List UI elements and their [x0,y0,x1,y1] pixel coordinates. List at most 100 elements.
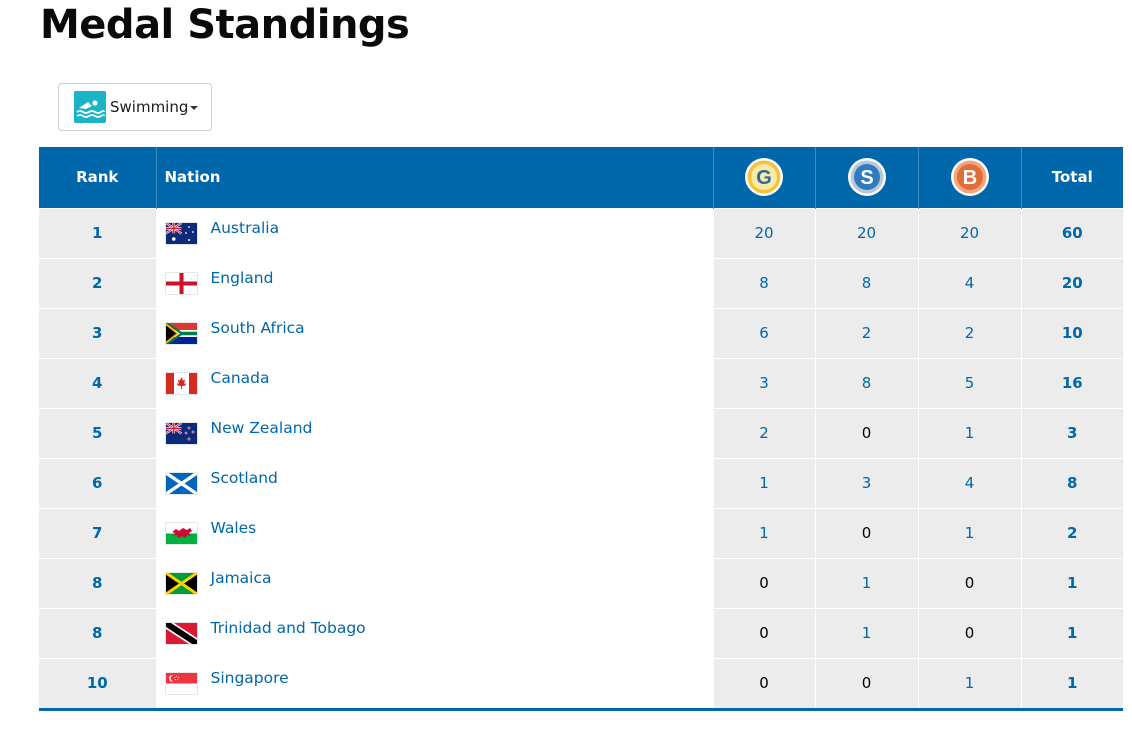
table-row: 6 Scotland 1 3 4 8 [39,457,1123,508]
nation-link[interactable]: Singapore [210,668,289,687]
nation-cell: South Africa [156,307,714,358]
nation-cell: Australia [156,207,714,258]
bronze-count-cell: 0 [918,557,1022,608]
rank-cell: 1 [39,207,157,258]
nation-link[interactable]: South Africa [210,318,305,337]
total-cell: 16 [1021,357,1123,408]
table-row: 3 South Africa 6 2 2 10 [39,307,1123,358]
wales-flag [165,522,197,544]
nation-link[interactable]: England [210,268,274,287]
gold-count-cell: 8 [713,257,816,308]
gold-medal-icon: G [744,157,784,197]
table-header-row: Rank Nation G [39,147,1123,208]
gold-count-cell: 1 [713,507,816,558]
silver-count-cell: 8 [815,257,919,308]
table-row: 5 New Zealand 2 0 1 3 [39,407,1123,458]
page-title: Medal Standings [40,2,410,48]
bronze-count-cell: 2 [918,307,1022,358]
singapore-flag [165,672,197,694]
new-zealand-flag [165,422,197,444]
header-silver: S [815,147,919,208]
table-row: 1 Australia 20 20 20 60 [39,207,1123,258]
total-cell: 10 [1021,307,1123,358]
table-row: 4 Canada 3 8 5 16 [39,357,1123,408]
australia-flag [165,222,197,244]
chevron-down-icon [190,106,199,110]
silver-count-cell: 3 [815,457,919,508]
silver-count-cell: 0 [815,657,919,709]
nation-cell: Singapore [156,657,714,709]
swimming-icon [74,91,106,123]
sport-filter-dropdown[interactable]: Swimming [58,83,212,131]
total-cell: 3 [1021,407,1123,458]
nation-link[interactable]: Wales [210,518,257,537]
bronze-count-cell: 1 [918,657,1022,709]
gold-medal-letter: G [756,167,772,189]
gold-count-cell: 6 [713,307,816,358]
table-row: 2 England 8 8 4 20 [39,257,1123,308]
bronze-medal-letter: B [962,167,976,189]
gold-count-cell: 0 [713,607,816,658]
nation-cell: Jamaica [156,557,714,608]
gold-count-cell: 0 [713,657,816,709]
silver-count-cell: 1 [815,607,919,658]
silver-count-cell: 2 [815,307,919,358]
total-cell: 1 [1021,557,1123,608]
sport-filter-label: Swimming [110,98,189,116]
total-cell: 60 [1021,207,1123,258]
silver-medal-icon: S [847,157,887,197]
bronze-count-cell: 0 [918,607,1022,658]
gold-count-cell: 0 [713,557,816,608]
england-flag [165,272,197,294]
nation-cell: New Zealand [156,407,714,458]
total-cell: 20 [1021,257,1123,308]
rank-cell: 7 [39,507,157,558]
gold-count-cell: 3 [713,357,816,408]
rank-cell: 8 [39,557,157,608]
header-rank: Rank [39,147,157,208]
total-cell: 1 [1021,607,1123,658]
gold-count-cell: 1 [713,457,816,508]
gold-count-cell: 2 [713,407,816,458]
total-cell: 2 [1021,507,1123,558]
table-row: 7 Wales 1 0 1 2 [39,507,1123,558]
rank-cell: 3 [39,307,157,358]
nation-link[interactable]: Canada [210,368,270,387]
nation-cell: England [156,257,714,308]
total-cell: 8 [1021,457,1123,508]
trinidad-and-tobago-flag [165,622,197,644]
rank-cell: 4 [39,357,157,408]
gold-count-cell: 20 [713,207,816,258]
silver-count-cell: 8 [815,357,919,408]
silver-count-cell: 1 [815,557,919,608]
header-total: Total [1051,168,1093,187]
bronze-count-cell: 1 [918,407,1022,458]
nation-link[interactable]: Scotland [210,468,278,487]
canada-flag [165,372,197,394]
nation-link[interactable]: Australia [210,218,280,237]
nation-cell: Wales [156,507,714,558]
nation-link[interactable]: Jamaica [210,568,272,587]
rank-cell: 8 [39,607,157,658]
bronze-count-cell: 1 [918,507,1022,558]
medal-table: Rank Nation G [39,147,1123,711]
bronze-count-cell: 5 [918,357,1022,408]
header-gold: G [713,147,816,208]
rank-cell: 5 [39,407,157,458]
bronze-medal-icon: B [950,157,990,197]
total-cell: 1 [1021,657,1123,709]
nation-cell: Trinidad and Tobago [156,607,714,658]
header-bronze: B [918,147,1022,208]
south-africa-flag [165,322,197,344]
table-row: 10 Singapore 0 0 1 1 [39,657,1123,709]
table-row: 8 Jamaica 0 1 0 1 [39,557,1123,608]
silver-count-cell: 0 [815,407,919,458]
rank-cell: 6 [39,457,157,508]
nation-link[interactable]: Trinidad and Tobago [210,618,366,637]
silver-count-cell: 0 [815,507,919,558]
nation-cell: Scotland [156,457,714,508]
nation-link[interactable]: New Zealand [210,418,313,437]
rank-cell: 2 [39,257,157,308]
table-row: 8 Trinidad and Tobago 0 1 0 1 [39,607,1123,658]
bronze-count-cell: 4 [918,457,1022,508]
